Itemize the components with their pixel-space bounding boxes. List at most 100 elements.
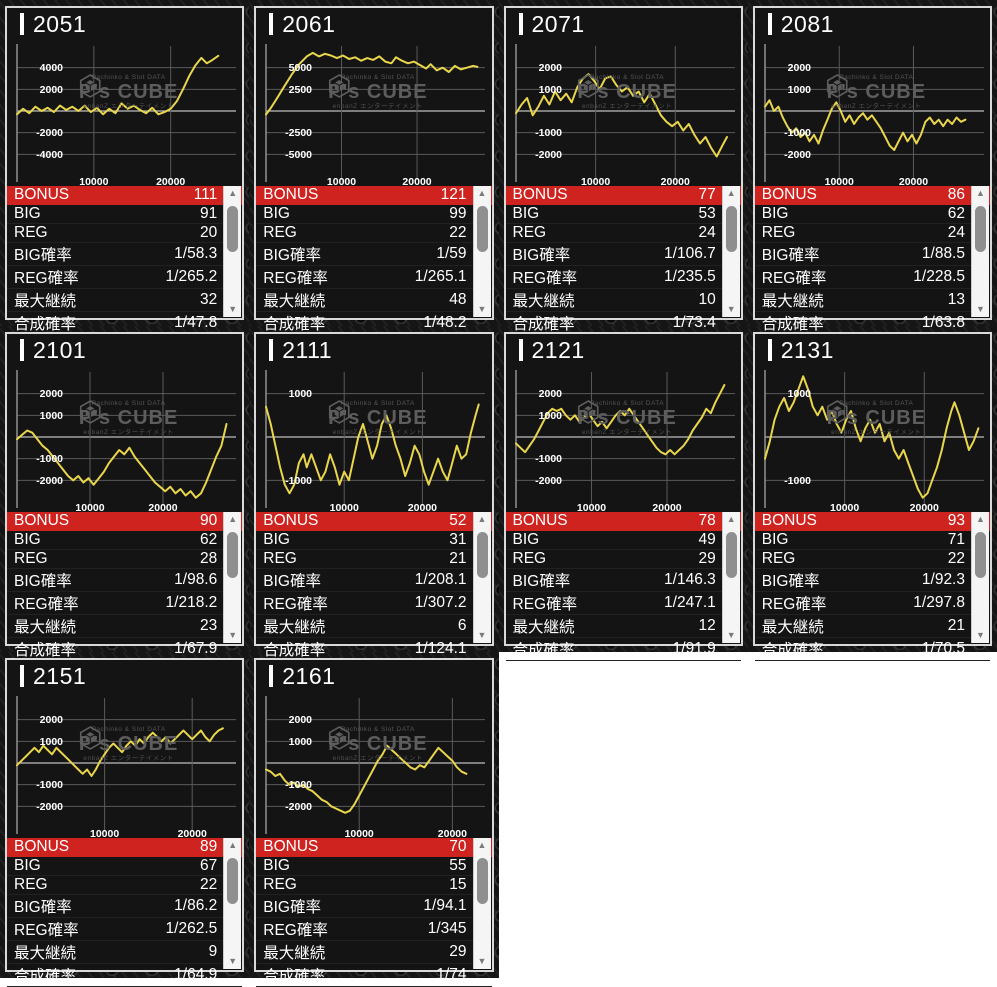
machine-panel[interactable]: 2061 5000 2500 -2500 -5000 10000 20000 Pachin…: [254, 6, 494, 335]
scroll-up-icon[interactable]: ▲: [726, 514, 736, 524]
stat-label: 最大継続: [263, 945, 326, 962]
scroll-up-icon[interactable]: ▲: [477, 188, 487, 198]
table-row: REG 24: [754, 224, 990, 243]
scroll-down-icon[interactable]: ▼: [726, 304, 736, 314]
stat-label: REG: [263, 550, 297, 567]
table-row: REG確率 1/307.2: [256, 592, 492, 615]
stat-label: BIG確率: [263, 247, 321, 264]
svg-text:-2000: -2000: [36, 801, 63, 813]
stat-label: BONUS: [761, 512, 817, 529]
table-row: BIG確率 1/146.3: [505, 569, 741, 592]
machine-panel[interactable]: 2121 2000 1000 -1000 -2000 10000 20000 Pachin…: [503, 332, 743, 661]
machine-tile: 2131 1000 -1000 10000 20000 Pachinko & Slot…: [748, 326, 997, 661]
scroll-up-icon[interactable]: ▲: [976, 514, 985, 524]
svg-text:1000: 1000: [289, 736, 313, 748]
machine-panel[interactable]: 2081 2000 1000 -1000 -2000 10000 20000 Pachin…: [752, 6, 992, 335]
scroll-thumb[interactable]: [476, 858, 488, 904]
scrollbar[interactable]: ▲ ▼: [223, 512, 242, 643]
machine-panel[interactable]: 2131 1000 -1000 10000 20000 Pachinko & Slot…: [752, 332, 992, 661]
scroll-down-icon[interactable]: ▼: [477, 630, 487, 640]
stat-value: 22: [200, 876, 218, 893]
scroll-up-icon[interactable]: ▲: [228, 514, 238, 524]
machine-number: 2131: [780, 336, 834, 363]
scroll-thumb[interactable]: [725, 206, 737, 252]
stat-label: BIG確率: [263, 573, 321, 590]
scroll-down-icon[interactable]: ▼: [228, 956, 238, 966]
scroll-thumb[interactable]: [227, 206, 239, 252]
scrollbar[interactable]: ▲ ▼: [971, 512, 989, 643]
table-row: 最大継続 32: [7, 289, 243, 312]
stat-label: BONUS: [14, 838, 70, 855]
stat-label: REG確率: [263, 596, 328, 613]
scroll-up-icon[interactable]: ▲: [976, 188, 985, 198]
machine-panel[interactable]: 2101 2000 1000 -1000 -2000 10000 20000 Pachin…: [5, 332, 245, 661]
scroll-up-icon[interactable]: ▲: [726, 188, 736, 198]
scroll-thumb[interactable]: [476, 532, 488, 578]
svg-text:1000: 1000: [40, 736, 64, 748]
svg-text:20000: 20000: [660, 176, 689, 186]
machine-panel[interactable]: 2111 1000 -1000 10000 20000 Pachinko & Slot…: [254, 332, 494, 661]
scrollbar[interactable]: ▲ ▼: [721, 512, 740, 643]
table-row: 合成確率 1/70.5: [754, 638, 990, 661]
machine-panel[interactable]: 2071 2000 1000 -1000 -2000 10000 20000 Pachin…: [503, 6, 743, 335]
scroll-down-icon[interactable]: ▼: [477, 956, 487, 966]
stat-value: 1/247.1: [664, 594, 716, 611]
scrollbar[interactable]: ▲ ▼: [472, 838, 491, 969]
svg-text:10000: 10000: [75, 502, 104, 512]
scroll-down-icon[interactable]: ▼: [726, 630, 736, 640]
scroll-thumb[interactable]: [975, 532, 986, 578]
slump-chart-svg: 2000 1000 -1000 -2000 10000 20000: [16, 696, 236, 838]
stat-label: 合成確率: [263, 316, 326, 333]
scroll-down-icon[interactable]: ▼: [976, 630, 985, 640]
scrollbar[interactable]: ▲ ▼: [721, 186, 740, 317]
scroll-down-icon[interactable]: ▼: [228, 630, 238, 640]
scroll-up-icon[interactable]: ▲: [228, 840, 238, 850]
scroll-down-icon[interactable]: ▼: [477, 304, 487, 314]
scroll-thumb[interactable]: [476, 206, 488, 252]
scroll-thumb[interactable]: [227, 532, 239, 578]
stat-label: REG確率: [761, 270, 827, 287]
table-row: 最大継続 21: [754, 615, 990, 638]
stat-value: 1/106.7: [664, 245, 716, 262]
machine-panel[interactable]: 2051 4000 2000 -2000 -4000 10000 20000 Pachin…: [5, 6, 245, 335]
scroll-up-icon[interactable]: ▲: [228, 188, 238, 198]
machine-panel[interactable]: 2151 2000 1000 -1000 -2000 10000 20000 Pachin…: [5, 658, 245, 987]
stat-value: 1/307.2: [414, 594, 467, 611]
scroll-down-icon[interactable]: ▼: [228, 304, 238, 314]
stats-rows: BONUS 90 BIG 62 REG 28 BIG確率 1/98.6 REG確率 1/218.2…: [7, 512, 243, 661]
stat-value: 91: [200, 205, 218, 222]
stat-value: 24: [947, 224, 965, 241]
stat-value: 78: [698, 512, 716, 529]
stat-label: BIG確率: [14, 899, 72, 916]
stats-rows: BONUS 89 BIG 67 REG 22 BIG確率 1/86.2 REG確率 1/262.5…: [7, 838, 243, 987]
title-accent-bar: [20, 339, 24, 361]
scrollbar[interactable]: ▲ ▼: [971, 186, 989, 317]
scrollbar[interactable]: ▲ ▼: [472, 186, 491, 317]
scroll-down-icon[interactable]: ▼: [976, 304, 985, 314]
machine-tile: 2161 2000 1000 -1000 -2000 10000 20000 Pachin…: [249, 652, 498, 987]
table-row: BIG確率 1/58.3: [7, 243, 243, 266]
svg-text:10000: 10000: [581, 176, 610, 186]
slump-chart-svg: 1000 -1000 10000 20000: [763, 370, 984, 512]
stat-value: 1/67.9: [174, 640, 218, 657]
machine-panel[interactable]: 2161 2000 1000 -1000 -2000 10000 20000 Pachin…: [254, 658, 494, 987]
panel-header: 2081: [755, 8, 990, 40]
table-row: BONUS 78: [505, 512, 741, 531]
scrollbar[interactable]: ▲ ▼: [223, 186, 242, 317]
scroll-thumb[interactable]: [725, 532, 737, 578]
scrollbar[interactable]: ▲ ▼: [472, 512, 491, 643]
stat-label: REG: [512, 550, 547, 567]
scroll-up-icon[interactable]: ▲: [477, 840, 487, 850]
slump-chart: 2000 1000 -1000 -2000 10000 20000 Pachinko & …: [506, 366, 741, 512]
table-row: BIG確率 1/59: [256, 243, 492, 266]
machine-number: 2161: [282, 662, 336, 689]
machine-tile: 2081 2000 1000 -1000 -2000 10000 20000 Pachin…: [748, 0, 997, 335]
stat-label: REG: [14, 876, 48, 893]
scrollbar[interactable]: ▲ ▼: [223, 838, 242, 969]
stat-label: 最大継続: [263, 293, 326, 310]
scroll-up-icon[interactable]: ▲: [477, 514, 487, 524]
scroll-thumb[interactable]: [975, 206, 986, 252]
stat-label: BIG: [512, 531, 540, 548]
machine-tile: 2051 4000 2000 -2000 -4000 10000 20000 Pachin…: [0, 0, 249, 335]
scroll-thumb[interactable]: [227, 858, 239, 904]
